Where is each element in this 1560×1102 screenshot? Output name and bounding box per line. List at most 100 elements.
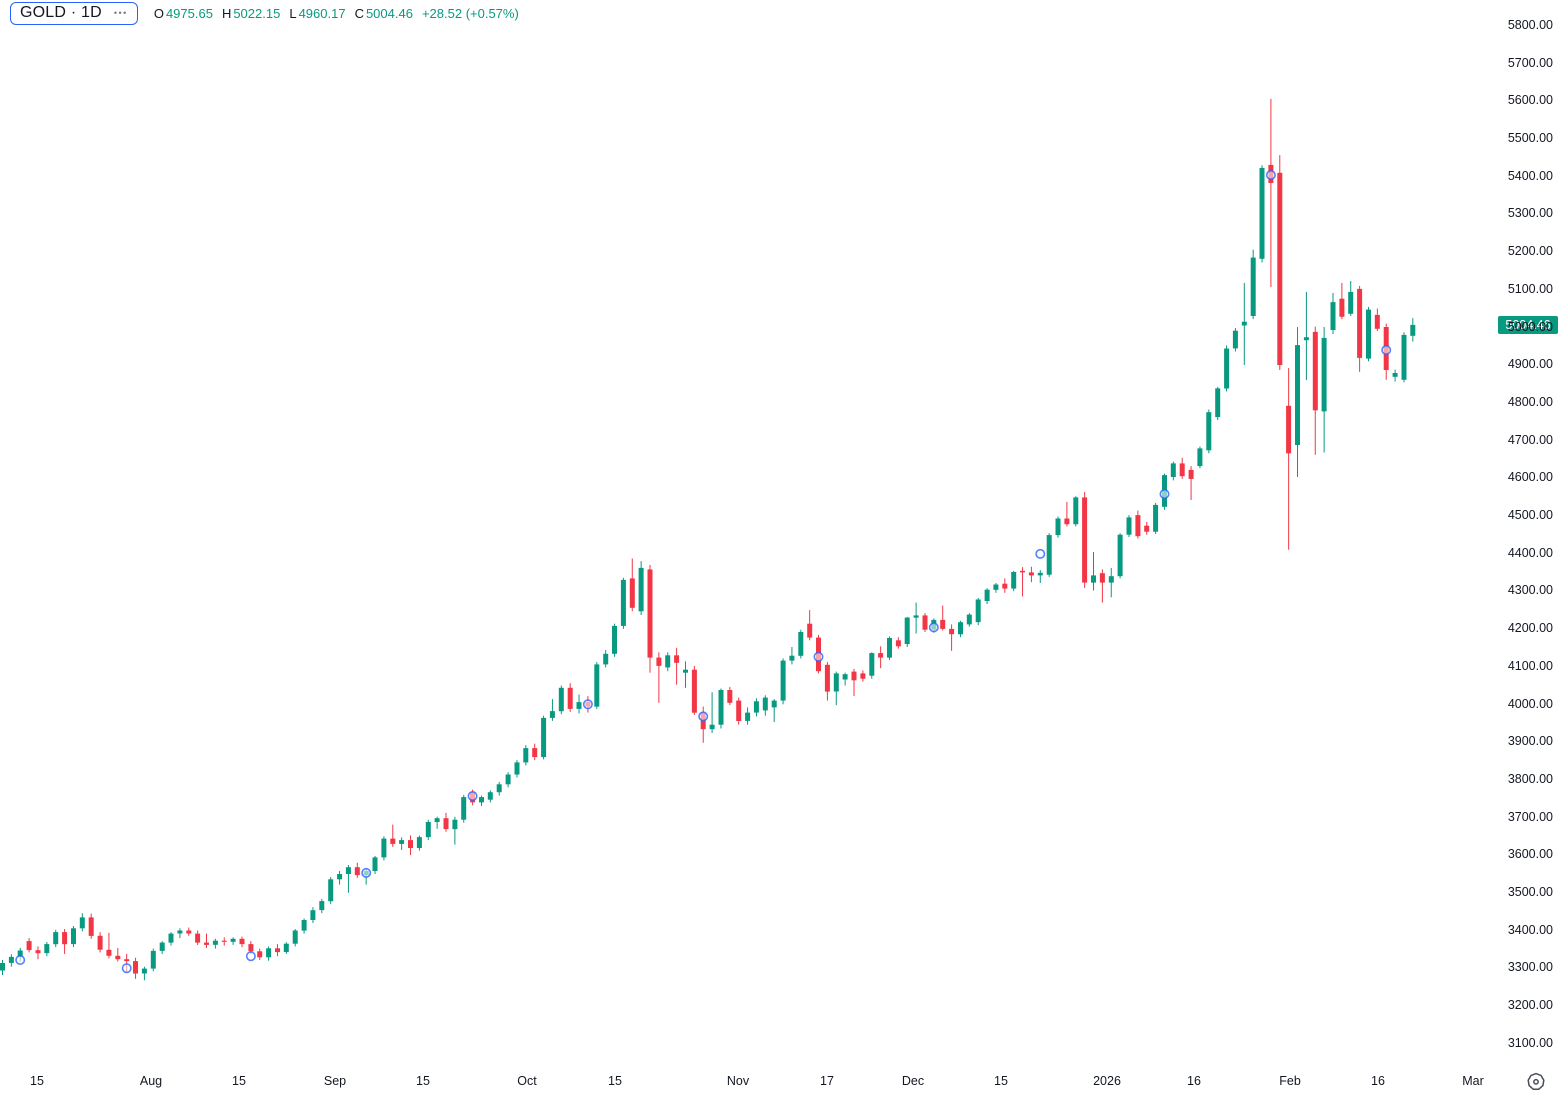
candle-body <box>17 950 23 957</box>
candle-body <box>1126 517 1132 535</box>
candle-body <box>771 700 777 708</box>
candle-body <box>1312 331 1318 411</box>
candle-body <box>1366 309 1371 359</box>
candle-body <box>1108 576 1114 583</box>
candle-body <box>549 711 555 718</box>
candle-body <box>1188 469 1194 479</box>
candle-body <box>1179 463 1185 477</box>
candle-body <box>230 938 236 942</box>
candle-body <box>1055 518 1061 536</box>
candle-body <box>656 657 662 666</box>
candlestick-chart[interactable] <box>0 0 1490 1063</box>
time-tick-label: 2026 <box>1093 1074 1121 1088</box>
candle-body <box>887 638 892 658</box>
time-tick-label: Dec <box>901 1074 925 1088</box>
candle-body <box>443 818 449 830</box>
candle-body <box>736 700 742 721</box>
candle-body <box>505 774 511 785</box>
candle-body <box>629 578 635 608</box>
time-tick-label: 15 <box>994 1074 1008 1088</box>
candle-body <box>44 944 50 954</box>
candle-body <box>1073 497 1079 525</box>
candle-body <box>133 961 138 974</box>
candle-body <box>496 784 502 793</box>
price-tick-label: 4900.00 <box>1507 357 1553 372</box>
candle-body <box>1011 572 1017 589</box>
candle-body <box>1091 575 1096 583</box>
candle-body <box>949 628 955 635</box>
candle-body <box>1170 463 1176 477</box>
candle-body <box>647 569 653 658</box>
price-tick-label: 3200.00 <box>1507 998 1553 1013</box>
candle-body <box>532 748 538 758</box>
candle-body <box>319 901 325 911</box>
event-marker <box>698 711 709 722</box>
candle-body <box>940 619 946 629</box>
candle-body <box>1295 345 1300 445</box>
time-tick-label: 16 <box>1371 1074 1385 1088</box>
candle-body <box>753 701 759 713</box>
candle-body <box>691 669 697 713</box>
candle-body <box>958 622 963 635</box>
price-tick-label: 3800.00 <box>1507 771 1553 786</box>
ohlc-readout: O 4975.65 H 5022.15 L 4960.17 C 5004.46 … <box>154 6 519 21</box>
candle-body <box>798 632 804 656</box>
candle-body <box>1153 504 1159 532</box>
symbol-interval-button[interactable]: GOLD · 1D ••• <box>10 1 138 25</box>
candle-body <box>1303 337 1309 341</box>
candle-body <box>1117 534 1123 577</box>
axis-settings-button[interactable] <box>1525 1071 1547 1093</box>
price-tick-label: 5200.00 <box>1507 244 1553 259</box>
price-tick-label: 5600.00 <box>1507 93 1553 108</box>
candle-body <box>1037 572 1043 576</box>
candle-body <box>0 963 5 971</box>
price-tick-label: 5500.00 <box>1507 131 1553 146</box>
event-marker <box>467 790 478 801</box>
price-tick-label: 4600.00 <box>1507 470 1553 485</box>
candle-body <box>665 655 671 668</box>
candle-body <box>913 615 919 618</box>
candle-body <box>966 614 972 625</box>
candle-body <box>904 617 910 644</box>
chart-legend: GOLD · 1D ••• O 4975.65 H 5022.15 L 4960… <box>10 0 519 26</box>
candle-body <box>1374 314 1380 329</box>
candle-body <box>168 933 174 943</box>
candle-body <box>461 797 467 820</box>
candle-body <box>1206 412 1212 451</box>
candle-body <box>1215 388 1221 418</box>
close-label: C <box>354 5 364 21</box>
candle-body <box>718 690 724 725</box>
price-tick-label: 4000.00 <box>1507 696 1553 711</box>
candle-body <box>1232 330 1238 349</box>
change-value: +28.52 (+0.57%) <box>421 5 519 21</box>
candle-body <box>310 910 316 920</box>
candle-body <box>603 653 609 665</box>
candle-body <box>780 660 786 701</box>
time-axis[interactable]: 15 Aug 15 Sep 15 Oct 15 Nov 17 Dec 15 2026 16 Feb 16 Ma… <box>0 1063 1560 1102</box>
time-tick-label: Aug <box>139 1074 163 1088</box>
candle-body <box>833 673 839 692</box>
candle-body <box>824 664 830 692</box>
candle-body <box>842 674 848 680</box>
more-options-icon[interactable]: ••• <box>113 7 128 18</box>
candle-body <box>1286 405 1292 454</box>
price-tick-label: 5100.00 <box>1507 281 1553 296</box>
price-tick-label: 4800.00 <box>1507 394 1553 409</box>
candle-body <box>479 797 484 803</box>
price-tick-label: 3700.00 <box>1507 809 1553 824</box>
close-value: 5004.46 <box>365 5 413 21</box>
candle-body <box>1330 302 1336 330</box>
candle-body <box>204 942 209 945</box>
candle-body <box>283 943 289 952</box>
candle-body <box>212 940 218 945</box>
price-axis[interactable]: 5004.46 5800.00 5700.00 5600.00 5500.00 5400… <box>1490 0 1560 1063</box>
candle-body <box>8 956 14 963</box>
candle-body <box>807 623 813 638</box>
candle-body <box>523 748 529 763</box>
candle-body <box>292 930 298 944</box>
price-tick-label: 4500.00 <box>1507 508 1553 523</box>
price-tick-label: 3300.00 <box>1507 960 1553 975</box>
time-tick-label: 15 <box>30 1074 44 1088</box>
candle-body <box>257 951 263 958</box>
candle-body <box>177 930 183 934</box>
